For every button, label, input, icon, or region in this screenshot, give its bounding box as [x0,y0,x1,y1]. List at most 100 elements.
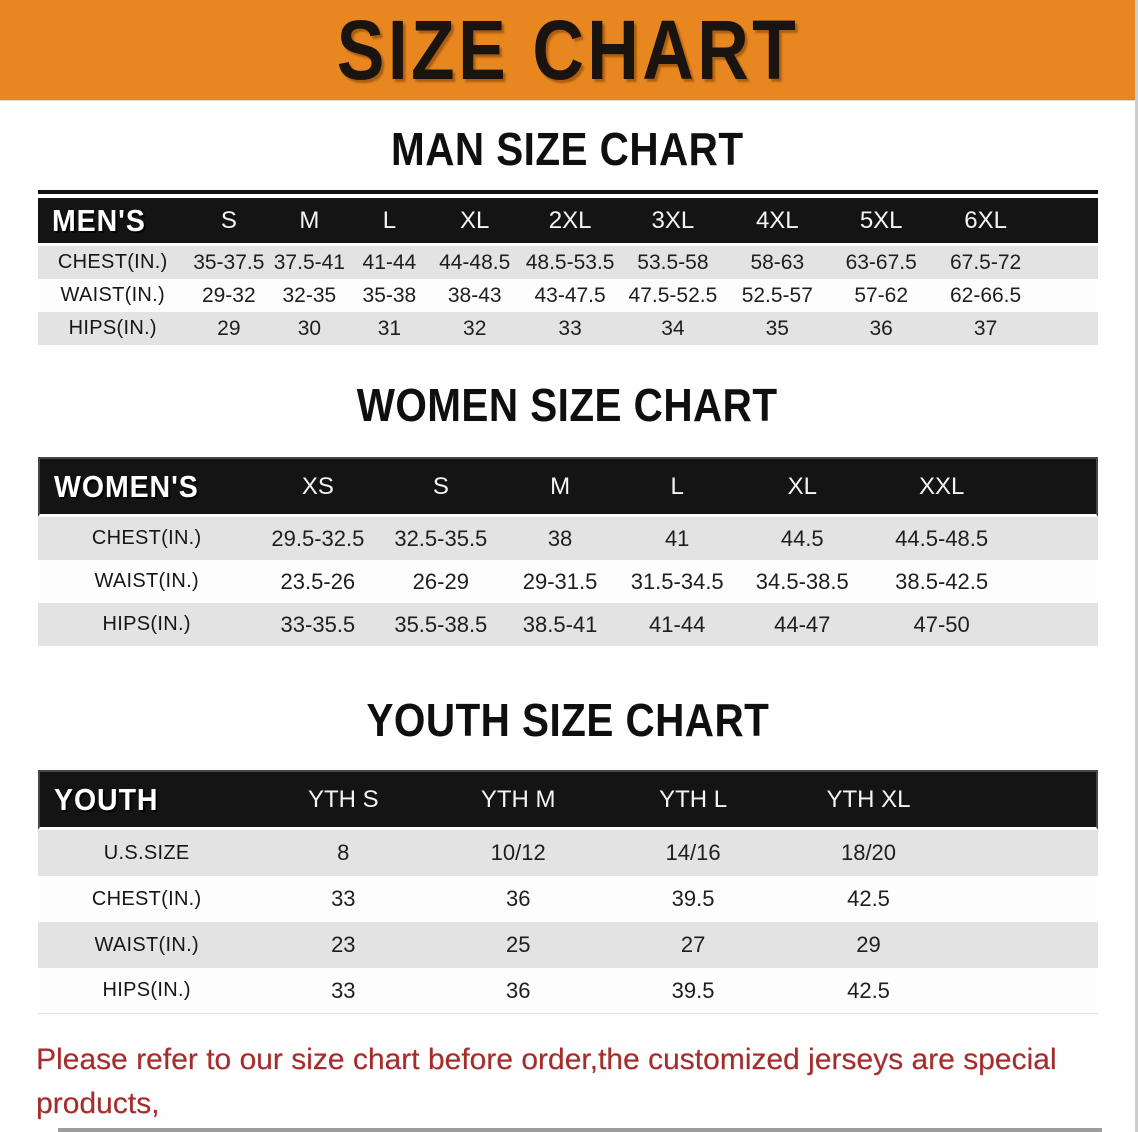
value-cell: 41 [618,517,737,560]
row-label: WAIST(IN.) [37,922,256,968]
value-cell: 42.5 [780,968,957,1014]
youth-section-heading: YOUTH SIZE CHART [0,694,1135,746]
value-cell: 67.5-72 [933,246,1039,279]
value-cell: 42.5 [780,876,957,922]
value-cell: 33 [255,968,431,1014]
value-cell: 41-44 [618,603,737,646]
value-cell: 33 [255,876,431,922]
row-label: WAIST(IN.) [37,279,189,312]
value-cell: 10/12 [430,830,606,876]
value-cell: 36 [829,312,934,345]
men-waist-row: WAIST(IN.) 29-32 32-35 35-38 38-43 43-47… [37,279,1098,312]
youth-size-header: YTH M [430,770,606,830]
women-size-header: XL [736,457,869,517]
spacer-cell [1038,246,1098,279]
value-cell: 31 [349,312,430,345]
value-cell: 31.5-34.5 [618,560,737,603]
value-cell: 33 [519,312,621,345]
men-corner-header: MEN'S [37,198,189,246]
value-cell: 14/16 [605,830,781,876]
row-label: CHEST(IN.) [37,876,256,922]
men-hips-row: HIPS(IN.) 29 30 31 32 33 34 35 36 37 [37,312,1098,345]
youth-size-header: YTH S [255,770,431,830]
value-cell: 37 [933,312,1039,345]
spacer-cell [1014,603,1098,646]
men-size-header: 3XL [620,198,726,246]
value-cell: 48.5-53.5 [519,246,621,279]
row-label: U.S.SIZE [37,830,256,876]
value-cell: 58-63 [725,246,830,279]
youth-section-heading-text: YOUTH SIZE CHART [366,694,769,746]
youth-corner-label: YOUTH [53,781,158,817]
men-corner-label: MEN'S [51,202,146,238]
spacer-cell [1014,457,1098,517]
value-cell: 26-29 [379,560,502,603]
spacer-cell [1014,560,1098,603]
row-label: WAIST(IN.) [37,560,256,603]
value-cell: 35 [725,312,830,345]
spacer-cell [956,770,1098,830]
value-cell: 35.5-38.5 [379,603,502,646]
spacer-cell [956,968,1098,1014]
value-cell: 57-62 [829,279,934,312]
value-cell: 35-38 [349,279,430,312]
value-cell: 32-35 [269,279,350,312]
disclaimer-line-1: Please refer to our size chart before or… [36,1043,1057,1120]
value-cell: 29.5-32.5 [255,517,380,560]
youth-size-header: YTH L [605,770,781,830]
men-size-header: 6XL [933,198,1039,246]
value-cell: 38.5-41 [501,603,619,646]
value-cell: 34.5-38.5 [736,560,869,603]
women-size-header: XS [255,457,380,517]
women-section-heading-text: WOMEN SIZE CHART [357,379,778,431]
spacer-cell [1038,279,1098,312]
women-header-row: WOMEN'S XS S M L XL XXL [37,457,1098,517]
women-size-header: XXL [868,457,1015,517]
youth-corner-header: YOUTH [37,770,256,830]
men-size-header: 5XL [829,198,934,246]
row-label: CHEST(IN.) [37,517,256,560]
row-label: HIPS(IN.) [37,968,256,1014]
value-cell: 29 [188,312,270,345]
value-cell: 44-48.5 [429,246,520,279]
youth-hips-row: HIPS(IN.) 33 36 39.5 42.5 [37,968,1098,1014]
youth-chest-row: CHEST(IN.) 33 36 39.5 42.5 [37,876,1098,922]
men-size-header: M [269,198,350,246]
value-cell: 36 [430,876,606,922]
men-size-header: 2XL [519,198,621,246]
youth-ussize-row: U.S.SIZE 8 10/12 14/16 18/20 [37,830,1098,876]
spacer-cell [956,922,1098,968]
men-chest-row: CHEST(IN.) 35-37.5 37.5-41 41-44 44-48.5… [37,246,1098,279]
value-cell: 25 [430,922,606,968]
value-cell: 62-66.5 [933,279,1039,312]
spacer-cell [956,876,1098,922]
value-cell: 38-43 [429,279,520,312]
youth-header-row: YOUTH YTH S YTH M YTH L YTH XL [37,770,1098,830]
value-cell: 43-47.5 [519,279,621,312]
women-corner-label: WOMEN'S [53,468,199,504]
women-hips-row: HIPS(IN.) 33-35.5 35.5-38.5 38.5-41 41-4… [37,603,1098,646]
value-cell: 41-44 [349,246,430,279]
value-cell: 27 [605,922,781,968]
banner: SIZE CHART [0,0,1135,101]
men-section-heading: MAN SIZE CHART [0,123,1135,175]
women-corner-header: WOMEN'S [37,457,256,517]
value-cell: 47-50 [868,603,1015,646]
men-table-top-rule [37,190,1098,194]
women-size-header: L [618,457,737,517]
youth-size-table: YOUTH YTH S YTH M YTH L YTH XL U.S.SIZE … [37,770,1098,1014]
value-cell: 29-31.5 [501,560,619,603]
value-cell: 33-35.5 [255,603,380,646]
spacer-cell [1038,312,1098,345]
men-size-header: XL [429,198,520,246]
value-cell: 47.5-52.5 [620,279,726,312]
women-size-header: S [379,457,502,517]
men-size-header: L [349,198,430,246]
value-cell: 36 [430,968,606,1014]
value-cell: 29 [780,922,957,968]
youth-size-header: YTH XL [780,770,957,830]
row-label: CHEST(IN.) [37,246,189,279]
men-size-header: 4XL [725,198,830,246]
value-cell: 8 [255,830,431,876]
